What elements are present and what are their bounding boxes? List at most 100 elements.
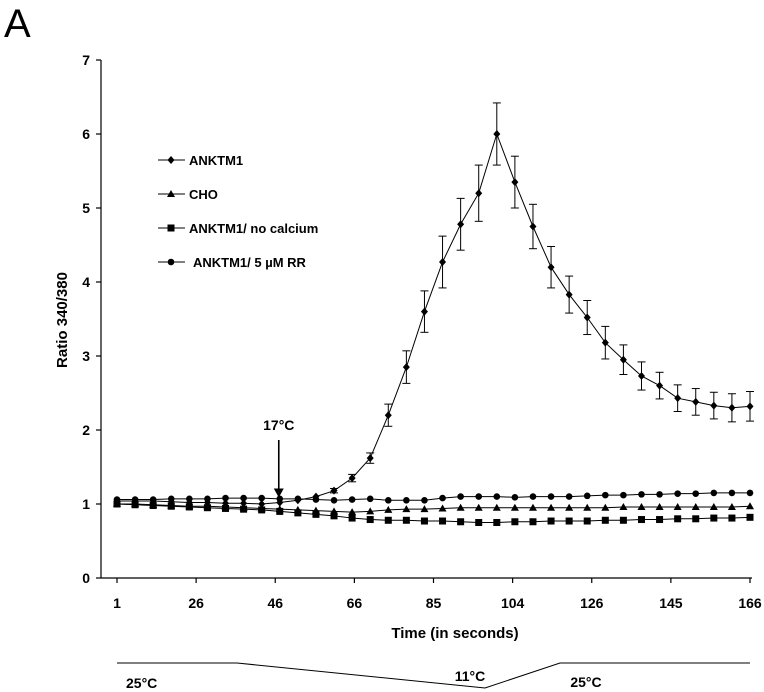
x-tick-label: 66 [347, 595, 363, 611]
data-point [222, 504, 230, 512]
legend-label: ANKTM1/ no calcium [189, 221, 318, 236]
data-point [565, 493, 573, 500]
y-tick-label: 4 [82, 274, 90, 290]
data-point [348, 508, 357, 516]
x-tick-label: 145 [659, 595, 683, 611]
data-point [203, 504, 211, 512]
x-tick-label: 26 [188, 595, 204, 611]
data-point [691, 502, 700, 510]
data-point [258, 494, 265, 502]
data-point [619, 355, 627, 364]
temperature-label: 11°C [455, 668, 486, 684]
legend-label: ANKTM1/ 5 µM RR [193, 255, 307, 270]
data-point [402, 516, 410, 524]
data-point [185, 503, 193, 511]
data-point [167, 495, 175, 503]
data-point [583, 313, 591, 322]
data-point [276, 507, 284, 515]
data-point [330, 512, 338, 520]
data-point [258, 506, 266, 514]
data-point [403, 497, 410, 504]
data-point [673, 502, 682, 510]
data-point [656, 516, 664, 524]
data-point [384, 505, 393, 513]
x-axis-label: Time (in seconds) [391, 625, 518, 642]
data-point [601, 516, 609, 524]
data-point [493, 519, 501, 526]
data-point [240, 499, 248, 508]
data-point [637, 516, 645, 524]
data-point [276, 495, 284, 503]
y-tick-label: 0 [82, 570, 90, 586]
data-point [420, 505, 429, 513]
x-tick-label: 46 [267, 595, 283, 611]
data-point [601, 503, 610, 511]
y-tick-label: 3 [82, 348, 90, 364]
legend-label: CHO [189, 187, 218, 202]
data-point [511, 518, 519, 526]
data-point [420, 517, 428, 525]
y-axis-label: Ratio 340/380 [54, 272, 71, 368]
data-point [656, 381, 664, 390]
data-point [384, 411, 392, 420]
data-point [547, 503, 556, 511]
y-tick-label: 6 [82, 126, 90, 142]
data-point [421, 497, 428, 504]
data-point [384, 516, 392, 524]
data-point [492, 503, 501, 511]
data-point [312, 496, 320, 503]
data-point [619, 502, 628, 510]
data-point [457, 493, 464, 500]
data-point [149, 496, 157, 503]
data-point [637, 502, 646, 510]
data-point [710, 489, 718, 497]
data-point [204, 495, 211, 503]
data-point [710, 401, 718, 410]
legend-label: ANKTM1 [189, 153, 243, 168]
data-point [149, 501, 157, 509]
data-point [583, 503, 592, 511]
series-circle [113, 489, 754, 504]
axes [100, 60, 752, 579]
data-point [529, 222, 537, 231]
series-layer [113, 102, 754, 526]
data-point [294, 495, 302, 503]
data-point [674, 515, 682, 523]
data-point [511, 178, 519, 187]
data-point [474, 503, 483, 511]
data-point [547, 517, 555, 525]
data-point [439, 494, 446, 502]
data-point [131, 501, 139, 509]
series-diamond [113, 102, 754, 508]
x-tick-label: 166 [738, 595, 762, 611]
data-point [510, 503, 519, 511]
data-point [240, 494, 247, 502]
x-axis-ticks: 1 26 46 66 85 104 126 145 166 [113, 578, 762, 611]
series-square [113, 500, 754, 526]
data-point [402, 363, 410, 372]
data-point [438, 504, 447, 512]
data-point [547, 263, 555, 272]
data-point [330, 497, 338, 504]
data-point [511, 494, 519, 501]
data-point [348, 474, 356, 483]
data-point [619, 516, 627, 524]
data-point [746, 402, 754, 411]
data-point [746, 489, 754, 497]
stimulus-label: 17°C [263, 417, 294, 433]
data-point [384, 497, 392, 504]
data-point [710, 514, 718, 522]
legend-marker [167, 258, 175, 266]
series-line [117, 492, 750, 501]
x-tick-label: 126 [580, 595, 604, 611]
data-point [547, 493, 555, 500]
temperature-label: 25°C [126, 675, 157, 691]
data-point [565, 503, 574, 511]
y-tick-label: 1 [82, 496, 90, 512]
data-point [366, 507, 375, 515]
data-point [258, 500, 266, 508]
data-point [456, 503, 465, 511]
data-point [583, 492, 591, 500]
legend-entry: ANKTM1/ no calcium [158, 221, 318, 236]
